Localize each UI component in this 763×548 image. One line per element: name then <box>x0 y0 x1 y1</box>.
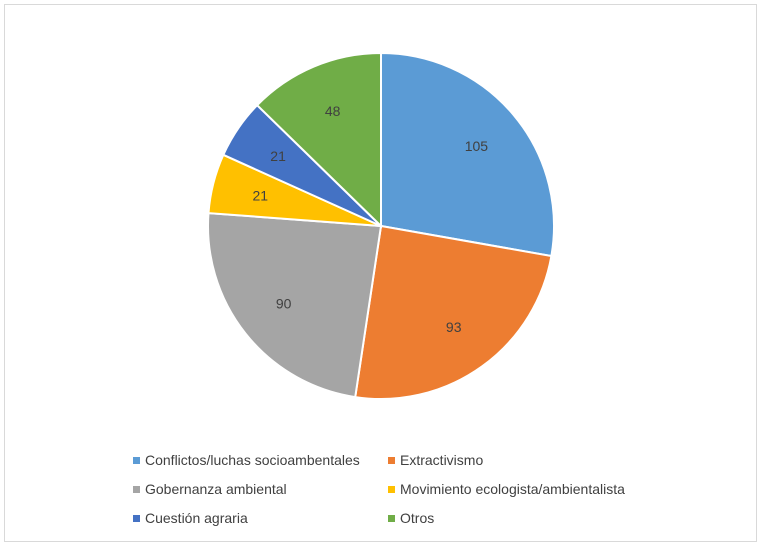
legend-item-conflictos: Conflictos/luchas socioambentales <box>133 452 360 468</box>
data-label-conflictos: 105 <box>465 138 489 154</box>
pie-slice-gobernanza <box>207 212 383 399</box>
legend-label-otros: Otros <box>400 510 435 526</box>
pie-slice-otros <box>255 51 382 229</box>
data-label-cuestion-agraria: 21 <box>270 148 286 164</box>
legend-label-extractivismo: Extractivismo <box>400 452 484 468</box>
pie-slice-conflictos <box>380 51 555 258</box>
legend-label-movimiento: Movimiento ecologista/ambientalista <box>400 481 625 497</box>
legend-swatch-conflictos <box>133 456 140 464</box>
legend-item-movimiento: Movimiento ecologista/ambientalista <box>388 481 625 497</box>
data-label-movimiento: 21 <box>253 187 269 203</box>
data-label-gobernanza: 90 <box>276 296 292 312</box>
legend-label-gobernanza: Gobernanza ambiental <box>145 481 287 497</box>
legend-swatch-movimiento <box>388 485 395 493</box>
data-label-otros: 48 <box>325 103 341 119</box>
legend-swatch-extractivismo <box>388 456 395 464</box>
legend-swatch-otros <box>388 514 395 522</box>
legend-item-otros: Otros <box>388 510 434 526</box>
legend-label-conflictos: Conflictos/luchas socioambentales <box>145 452 360 468</box>
pie-slice-extractivismo <box>354 224 553 400</box>
legend-item-extractivismo: Extractivismo <box>388 452 483 468</box>
legend-swatch-cuestion-agraria <box>133 514 140 522</box>
legend-item-gobernanza: Gobernanza ambiental <box>133 481 287 497</box>
legend-label-cuestion-agraria: Cuestión agraria <box>145 510 248 526</box>
legend-item-cuestion-agraria: Cuestión agraria <box>133 510 248 526</box>
legend-swatch-gobernanza <box>133 485 140 493</box>
data-label-extractivismo: 93 <box>446 319 462 335</box>
